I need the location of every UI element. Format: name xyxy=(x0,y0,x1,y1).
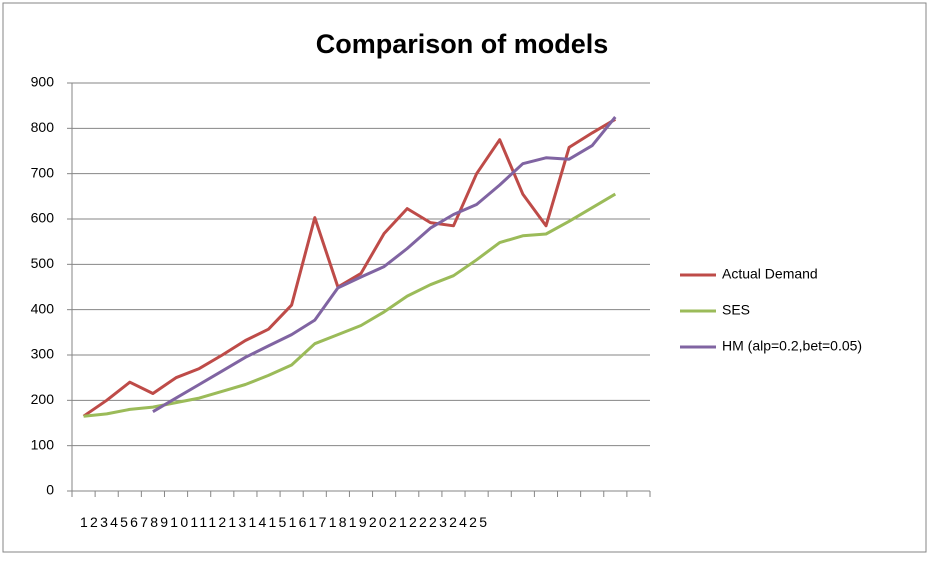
chart-border xyxy=(2,2,927,553)
chart-title: Comparison of models xyxy=(316,29,609,59)
x-tick-label: 4 xyxy=(110,514,118,530)
y-tick-label: 400 xyxy=(31,300,55,316)
y-tick-label: 800 xyxy=(31,119,55,135)
y-tick-label: 700 xyxy=(31,164,55,180)
x-tick-label: 9 xyxy=(160,514,168,530)
series-line xyxy=(83,192,617,418)
y-tick-label: 300 xyxy=(31,346,55,362)
x-tick-label: 6 xyxy=(130,514,138,530)
x-tick-label: 5 xyxy=(120,514,128,530)
y-tick-label: 500 xyxy=(31,255,55,271)
x-tick-label: 3 xyxy=(100,514,108,530)
y-tick-label: 100 xyxy=(31,436,55,452)
legend-label: HM (alp=0.2,bet=0.05) xyxy=(722,338,862,354)
x-tick-label: 11 xyxy=(190,514,207,530)
y-tick-label: 0 xyxy=(46,482,54,498)
y-tick-label: 200 xyxy=(31,391,55,407)
x-tick-label: 8 xyxy=(150,514,158,530)
x-tick-label: 1 xyxy=(80,514,88,530)
y-tick-label: 600 xyxy=(31,210,55,226)
x-tick-label: 7 xyxy=(140,514,148,530)
legend-label: SES xyxy=(722,302,750,318)
legend-label: Actual Demand xyxy=(722,266,818,282)
x-tick-labels: 1 2 3 4 5 6 7 8 9 10 11 12 13 14 15 16 17 18 19 20 21 22 23 24 2… xyxy=(80,514,487,530)
y-tick-label: 900 xyxy=(31,74,55,90)
series-line xyxy=(82,118,617,418)
series-line xyxy=(152,116,617,413)
x-tick-label: 2 xyxy=(90,514,98,530)
